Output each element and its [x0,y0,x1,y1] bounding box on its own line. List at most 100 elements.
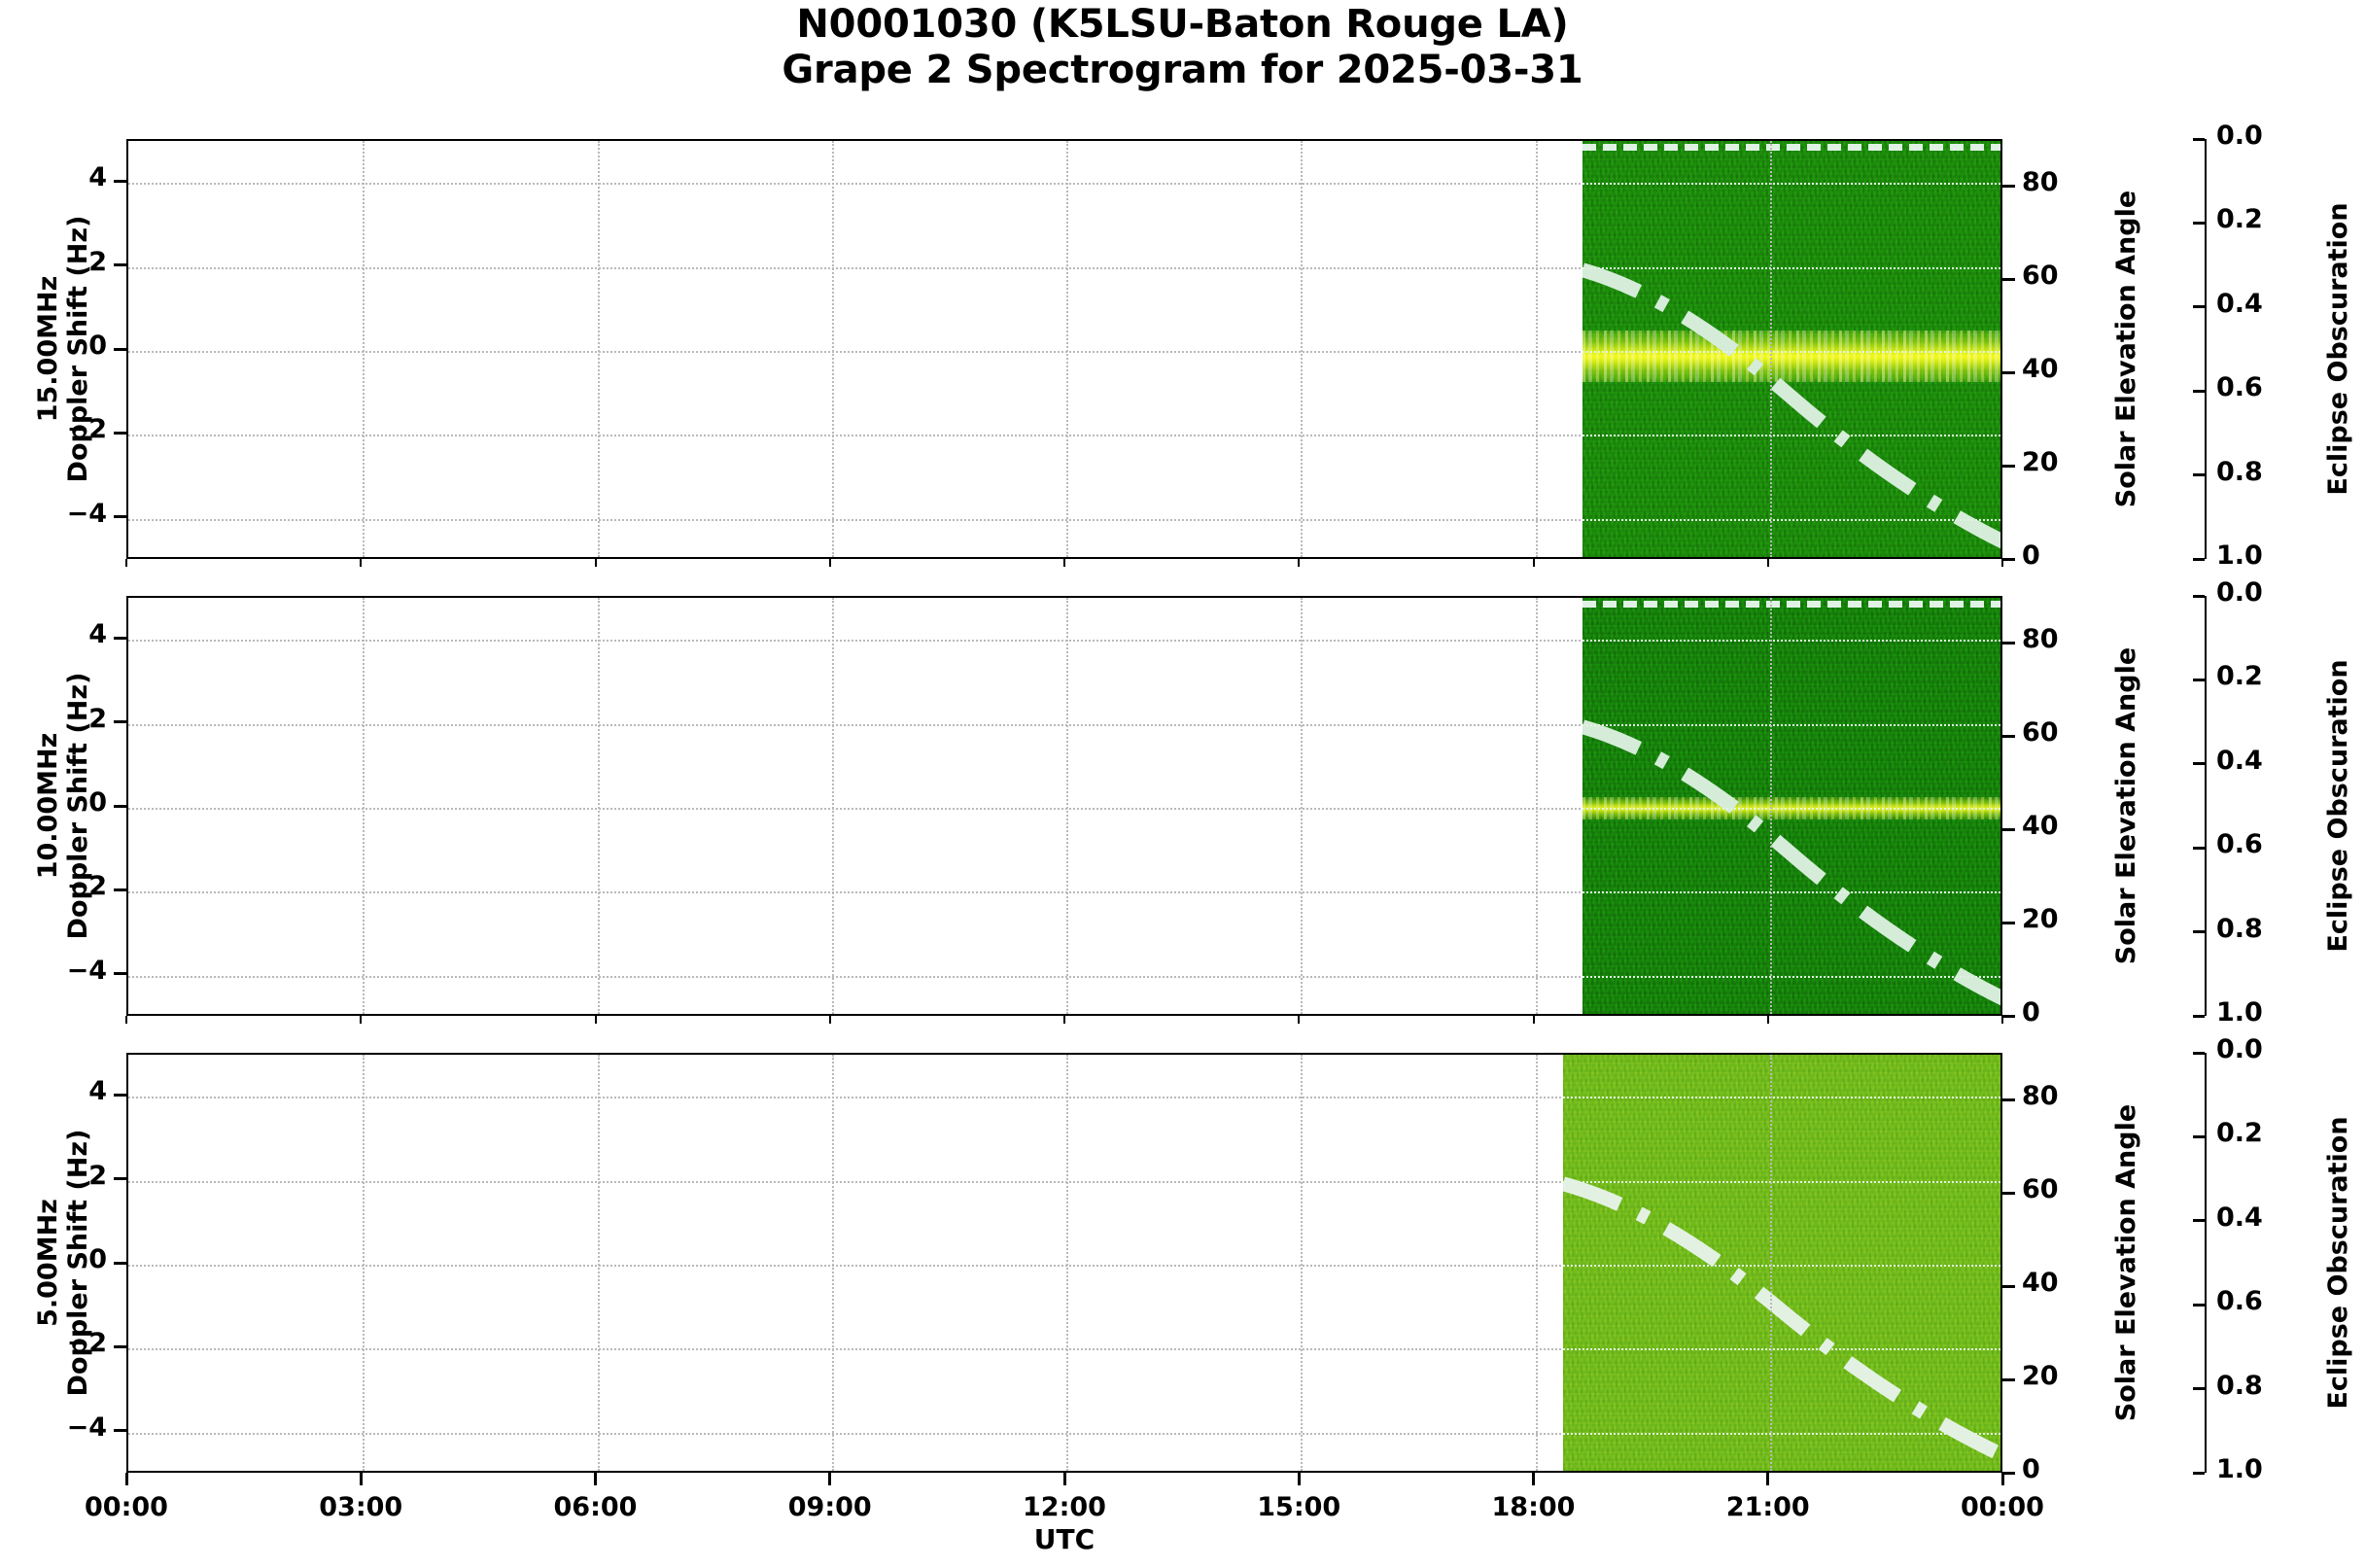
y-tick-4 [114,179,126,183]
solar-elevation-tick [2002,1284,2015,1288]
eclipse-obscuration-tick-label: 0.8 [2216,456,2263,487]
y-tick-label: 0 [88,331,107,361]
gridline-vertical [597,1055,600,1471]
y-tick-label: 0 [88,787,107,818]
gridline-vertical [1535,598,1538,1014]
solar-elevation-curve [1582,598,2002,1014]
y-tick-label: −2 [66,1328,107,1359]
eclipse-obscuration-tick-label: 0.2 [2216,661,2263,692]
x-tick-label: 00:00 [85,1492,168,1522]
x-tick-minor [2001,1016,2003,1024]
eclipse-obscuration-tick [2193,678,2205,681]
y-axis-title-line-1: 10.00MHz [33,732,63,880]
x-tick-minor [1766,559,1769,567]
gridline-vertical [831,1055,834,1471]
solar-elevation-tick-label: 40 [2022,811,2059,841]
x-tick-label: 21:00 [1725,1492,1810,1522]
eclipse-obscuration-tick-label: 0.4 [2216,745,2263,776]
y-tick-label: −4 [66,498,107,529]
x-tick [1062,1473,1066,1485]
x-tick [124,1473,128,1485]
y-axis-title-line-2: Doppler Shift (Hz) [63,1129,94,1397]
x-tick [359,1473,363,1485]
x-tick-minor [125,559,127,567]
y-axis-title-line-1: 5.00MHz [33,1199,63,1327]
solar-elevation-tick [2002,1098,2015,1101]
x-tick [594,1473,597,1485]
solar-elevation-tick-label: 20 [2022,904,2059,934]
y-axis-title-line-2: Doppler Shift (Hz) [63,672,94,940]
panel-10mhz-spectrogram [1582,598,2002,1014]
eclipse-obscuration-spine [2205,596,2207,1016]
x-tick-label: 06:00 [553,1492,638,1522]
y-tick-label: 2 [88,1160,107,1191]
x-tick-minor [125,1016,127,1024]
x-tick-minor [1063,1016,1065,1024]
x-tick-minor [1298,559,1301,567]
y-tick-label: −2 [66,414,107,445]
solar-elevation-tick-label: 60 [2022,1174,2059,1204]
solar-elevation-tick-label: 40 [2022,1268,2059,1298]
solar-elevation-tick-label: 20 [2022,447,2059,477]
x-tick-minor [1063,559,1065,567]
y-tick-4 [114,1093,126,1097]
eclipse-obscuration-tick [2193,594,2205,598]
y-tick-label: −4 [66,1411,107,1443]
panel-15mhz[interactable] [126,139,2002,559]
solar-elevation-tick [2002,1377,2015,1381]
x-tick-minor [360,1016,363,1024]
solar-elevation-tick [2002,1471,2015,1475]
solar-elevation-tick-label: 80 [2022,1081,2059,1111]
solar-elevation-tick [2002,370,2015,374]
y-tick-label: −4 [66,955,107,986]
noise-texture [1562,1055,2000,1471]
x-tick-minor [1532,559,1535,567]
solar-elevation-tick-label: 40 [2022,354,2059,384]
eclipse-obscuration-tick-label: 0.6 [2216,829,2263,860]
eclipse-obscuration-spine [2205,139,2207,559]
solar-elevation-tick [2002,557,2015,561]
eclipse-obscuration-tick [2193,557,2205,561]
page-title: N0001030 (K5LSU-Baton Rouge LA) Grape 2 … [0,2,2365,93]
gridline-vertical [1301,598,1304,1014]
eclipse-obscuration-spine [2205,1053,2207,1473]
solar-elevation-tick-label: 0 [2022,997,2040,1028]
x-tick-label: 03:00 [319,1492,403,1522]
y-tick-−2 [114,1344,126,1348]
panel-10mhz[interactable] [126,596,2002,1016]
eclipse-obscuration-tick-label: 1.0 [2216,540,2263,571]
solar-elevation-tick [2002,184,2015,188]
y-axis-title-10.00MHz: 10.00MHz Doppler Shift (Hz) [33,596,94,1016]
eclipse-obscuration-tick-label: 0.6 [2216,1286,2263,1317]
eclipse-obscuration-tick [2193,930,2205,934]
solar-elevation-axis-title: Solar Elevation Angle [2111,1103,2141,1422]
solar-elevation-tick-label: 80 [2022,624,2059,654]
y-tick-0 [114,347,126,351]
gridline-vertical [363,141,365,557]
eclipse-obscuration-axis-title: Eclipse Obscuration [2323,659,2353,953]
eclipse-obscuration-tick [2193,1471,2205,1475]
x-tick-minor [360,559,363,567]
x-tick-label: 00:00 [1961,1492,2044,1522]
y-axis-title-5.00MHz: 5.00MHz Doppler Shift (Hz) [33,1053,94,1473]
x-tick [2000,1473,2004,1485]
x-tick-minor [1298,1016,1301,1024]
panel-5mhz-spectrogram [1562,1055,2000,1471]
panel-5mhz[interactable] [126,1053,2002,1473]
x-tick [1766,1473,1770,1485]
x-tick-minor [1766,1016,1769,1024]
x-tick-label: 09:00 [787,1492,872,1522]
eclipse-obscuration-tick-label: 0.2 [2216,204,2263,235]
solar-elevation-tick [2002,827,2015,831]
solar-elevation-tick-label: 0 [2022,1454,2040,1484]
eclipse-obscuration-tick-label: 0.6 [2216,372,2263,403]
title-line-1: N0001030 (K5LSU-Baton Rouge LA) [796,2,1569,47]
y-tick-label: 0 [88,1244,107,1274]
x-axis-label: UTC [1033,1523,1096,1555]
eclipse-obscuration-tick [2193,305,2205,309]
x-tick-label: 18:00 [1491,1492,1576,1522]
solar-elevation-curve [1582,141,2002,557]
eclipse-obscuration-tick-label: 0.8 [2216,1370,2263,1401]
y-tick-label: −2 [66,871,107,902]
y-tick-label: 4 [88,162,107,193]
